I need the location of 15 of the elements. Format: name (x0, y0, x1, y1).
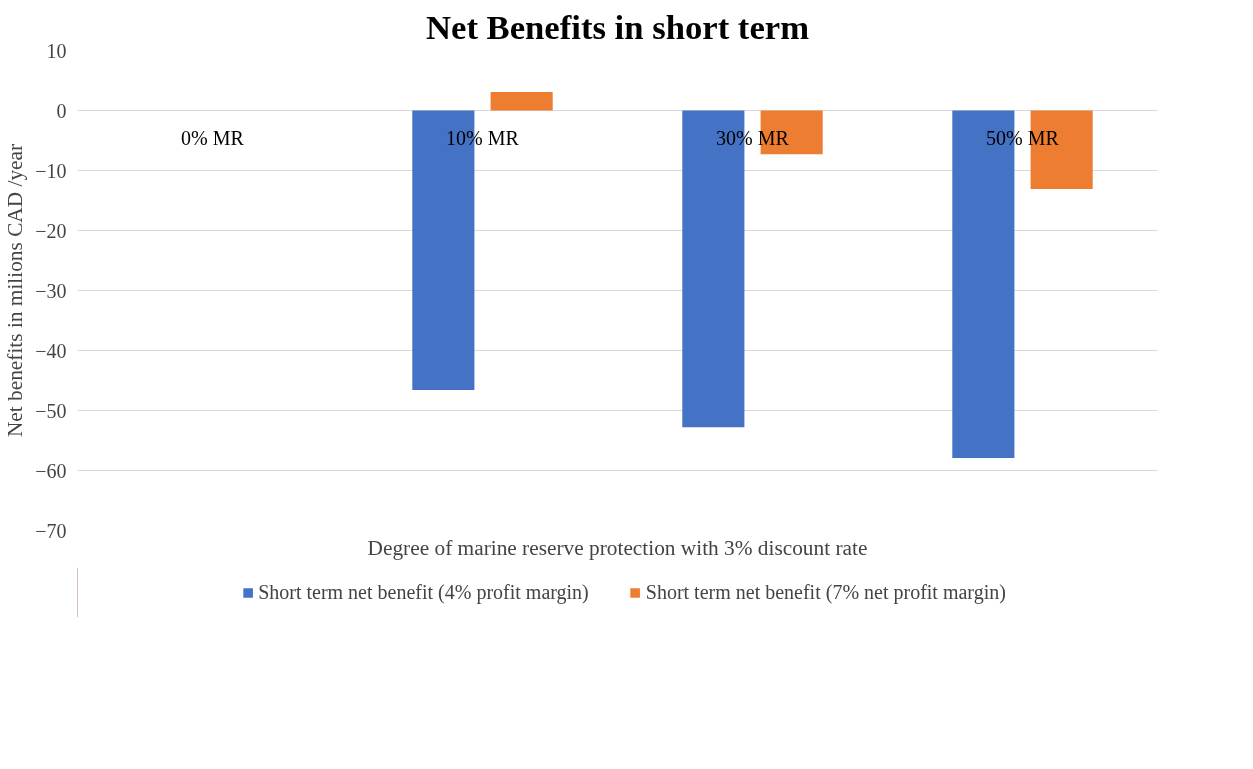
x-axis-title: Degree of marine reserve protection with 3% discount rate (367, 535, 868, 560)
legend-label: Short term net benefit (7% net profit margin) (645, 580, 1006, 604)
y-tick-label: −50 (35, 399, 67, 422)
chart-title: Net Benefits in short term (425, 7, 810, 46)
y-tick-label: 10 (46, 39, 67, 62)
y-tick-label: −30 (35, 279, 67, 302)
y-tick-label: −10 (35, 159, 67, 182)
x-tick-label: 0% MR (181, 126, 245, 149)
legend-label: Short term net benefit (4% profit margin) (258, 580, 589, 604)
y-tick-label: −40 (35, 339, 67, 362)
y-axis-title: Net benefits in milions CAD /year (3, 143, 28, 438)
y-tick-label: −20 (35, 219, 67, 242)
y-tick-label: −70 (35, 519, 67, 542)
y-tick-label: −60 (35, 459, 67, 482)
y-tick-label: 0 (56, 99, 67, 122)
